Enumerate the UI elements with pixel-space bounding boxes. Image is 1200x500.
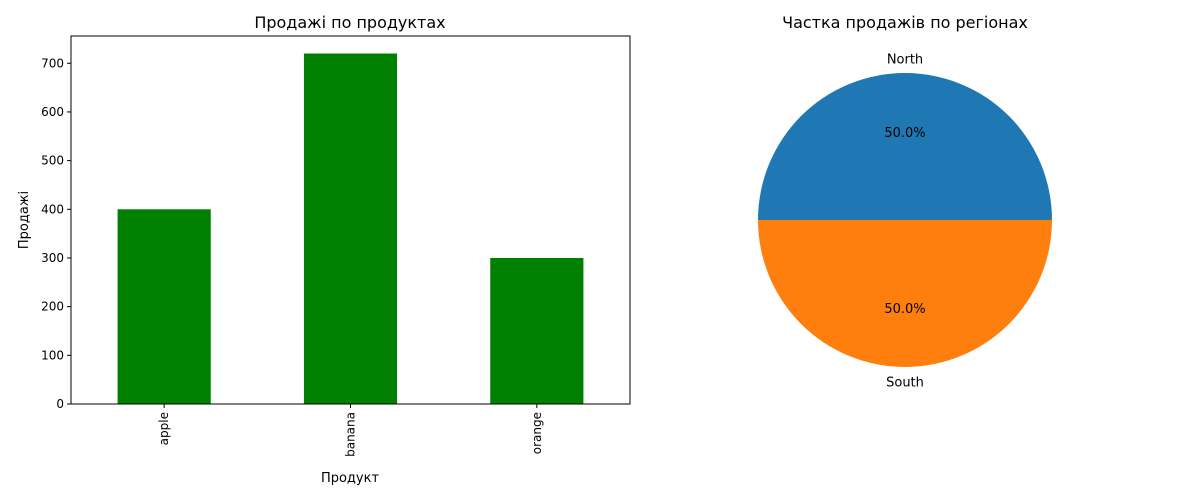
pie-pct-label: 50.0% [884, 126, 925, 141]
bar-chart-ylabel: Продажі [17, 191, 32, 249]
y-tick-label: 200 [41, 300, 64, 314]
y-tick-label: 100 [41, 348, 64, 362]
y-tick-label: 600 [41, 105, 64, 119]
bar-banana [303, 53, 398, 405]
bar-chart-xlabel: Продукт [321, 471, 380, 486]
pie-area: North 50.0% South 50.0% [758, 52, 1052, 391]
y-tick-label: 0 [56, 397, 64, 411]
bar-chart-title: Продажі по продуктах [254, 13, 445, 32]
y-tick-label: 500 [41, 154, 64, 168]
pie-label: South [886, 376, 924, 391]
pie-chart: Частка продажів по регіонах North 50.0% So… [758, 13, 1052, 391]
pie-label: North [887, 52, 923, 67]
pie-chart-title: Частка продажів по регіонах [782, 13, 1028, 32]
bar-chart: Продажі по продуктах apple banana orange 0 1… [17, 13, 631, 486]
x-tick-label: orange [530, 412, 544, 454]
y-tick-label: 300 [41, 251, 64, 265]
x-tick-label: banana [344, 412, 358, 457]
bar-plot-frame [70, 35, 631, 405]
pie-pct-label: 50.0% [884, 302, 925, 317]
pie-slice-south [758, 220, 1052, 367]
bar-apple [117, 209, 211, 404]
bar-plot-area: apple banana orange 0 100 200 300 400 500 600 700 [41, 53, 584, 457]
pie-slice-north [758, 73, 1052, 220]
y-tick-label: 400 [41, 202, 64, 216]
y-tick-label: 700 [41, 56, 64, 70]
bar-orange [490, 257, 584, 404]
x-tick-label: apple [157, 412, 171, 445]
